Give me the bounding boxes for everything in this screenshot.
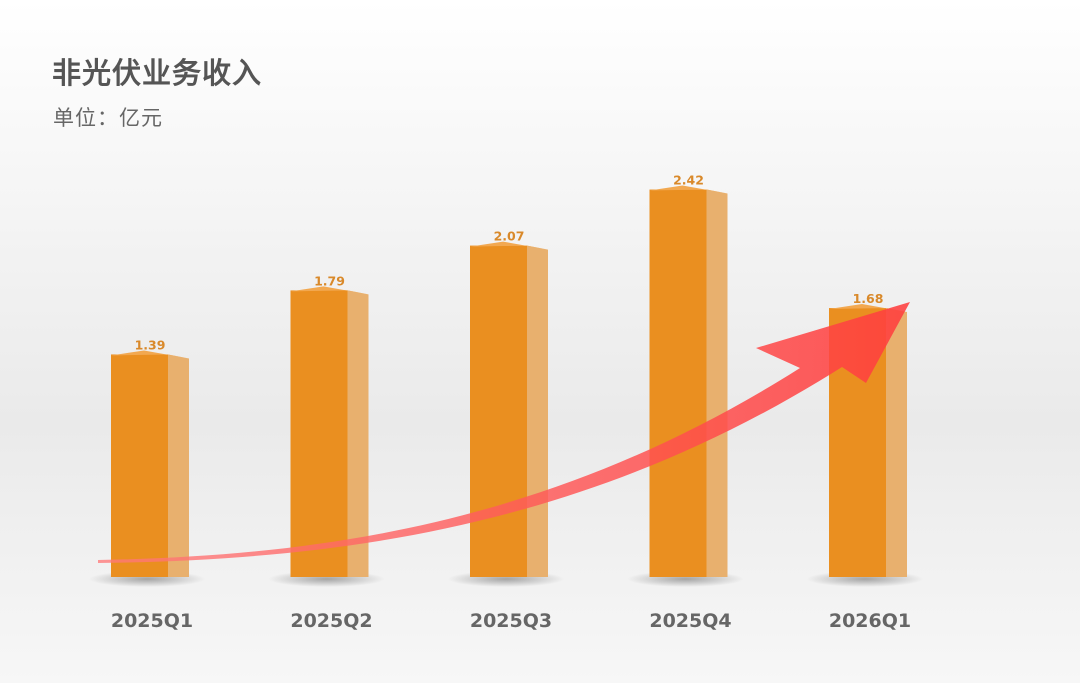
category-label-2026q1: 2026Q1 xyxy=(829,610,911,632)
category-label-2025q2: 2025Q2 xyxy=(290,610,372,632)
category-label-2025q1: 2025Q1 xyxy=(111,610,193,632)
category-label-2025q4: 2025Q4 xyxy=(649,610,731,632)
bar-2025q3 xyxy=(470,245,527,577)
chart-subtitle: 单位：亿元 xyxy=(53,106,163,130)
bar-top-2026q1 xyxy=(829,304,907,313)
bar-top-2025q2 xyxy=(290,286,369,295)
value-label-2025q2: 1.79 xyxy=(314,273,345,288)
bar-side-2026q1 xyxy=(886,308,907,577)
bar-side-2025q3 xyxy=(527,245,548,577)
value-label-2025q1: 1.39 xyxy=(135,337,166,352)
bar-side-2025q1 xyxy=(168,354,189,577)
bar-top-2025q4 xyxy=(649,185,728,194)
trend-arrow xyxy=(98,302,910,563)
value-label-2025q4: 2.42 xyxy=(673,173,704,188)
value-label-2026q1: 1.68 xyxy=(853,291,884,306)
bar-2025q2 xyxy=(290,290,348,577)
bar-side-2025q4 xyxy=(706,189,728,578)
labels-group: 1.39 2025Q1 1.79 2025Q2 2.07 2025Q3 2.42 2025Q4… xyxy=(111,173,911,632)
bar-2025q4 xyxy=(649,189,707,578)
bar-2025q1 xyxy=(111,354,168,577)
bar-top-2025q3 xyxy=(470,241,548,250)
bar-top-2025q1 xyxy=(111,350,189,359)
bar-side-2025q2 xyxy=(347,290,369,577)
category-label-2025q3: 2025Q3 xyxy=(470,610,552,632)
value-label-2025q3: 2.07 xyxy=(494,229,525,244)
chart-title: 非光伏业务收入 xyxy=(52,56,263,90)
